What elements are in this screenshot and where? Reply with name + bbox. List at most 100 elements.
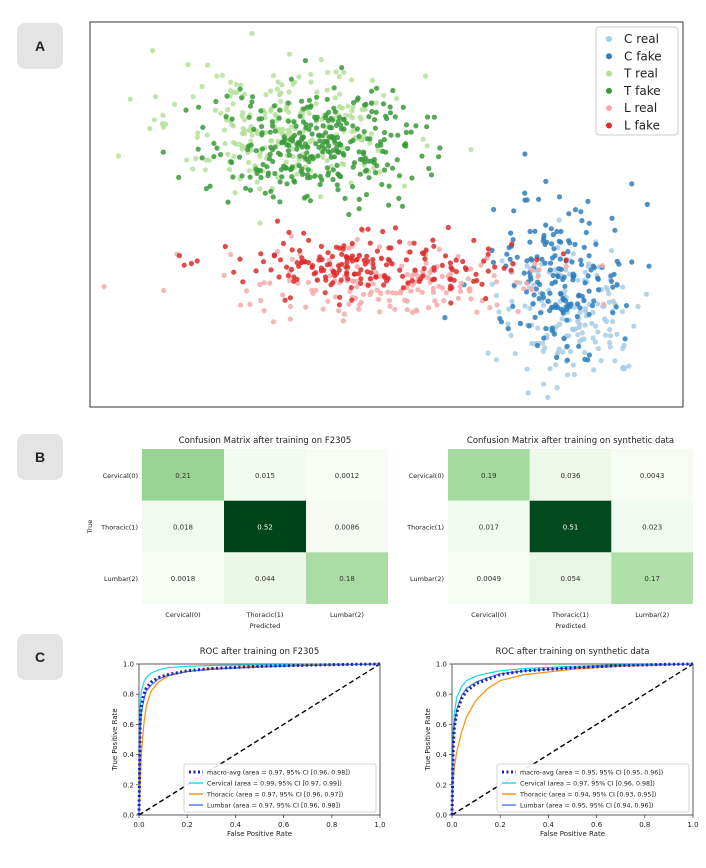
scatter-point-c-fake bbox=[532, 314, 538, 320]
scatter-point-c-fake bbox=[567, 304, 573, 310]
scatter-point-c-real bbox=[607, 340, 613, 346]
scatter-point-t-fake bbox=[297, 153, 303, 159]
scatter-point-c-fake bbox=[581, 298, 587, 304]
scatter-point-t-real bbox=[288, 124, 294, 130]
scatter-point-l-fake bbox=[260, 259, 267, 265]
scatter-point-t-fake bbox=[363, 101, 369, 107]
scatter-point-c-fake bbox=[548, 226, 554, 232]
cm-cell bbox=[224, 552, 306, 604]
roc-chance-line bbox=[138, 663, 381, 816]
scatter-point-l-fake bbox=[332, 272, 338, 279]
scatter-point-c-fake bbox=[575, 293, 582, 299]
roc-curve-lumbar bbox=[138, 663, 381, 816]
cm-row-label: Cervical(0) bbox=[103, 472, 138, 480]
scatter-point-l-real bbox=[434, 302, 440, 308]
scatter-point-t-real bbox=[369, 77, 375, 83]
scatter-point-l-real bbox=[491, 273, 497, 279]
scatter-point-l-real bbox=[275, 248, 281, 255]
scatter-point-l-fake bbox=[501, 265, 507, 271]
scatter-point-l-real bbox=[468, 296, 474, 302]
scatter-point-t-fake bbox=[272, 170, 278, 177]
scatter-point-l-real bbox=[414, 308, 420, 314]
scatter-point-t-fake bbox=[239, 95, 245, 101]
scatter-point-t-real bbox=[268, 138, 274, 144]
scatter-point-l-real bbox=[313, 287, 319, 293]
scatter-point-t-fake bbox=[253, 148, 259, 154]
scatter-point-t-fake bbox=[289, 174, 295, 180]
scatter-point-t-fake bbox=[388, 132, 394, 138]
scatter-point-t-fake bbox=[299, 166, 305, 172]
scatter-point-c-real bbox=[579, 337, 585, 343]
cm-title: Confusion Matrix after training on F2305 bbox=[179, 436, 352, 446]
scatter-point-t-real bbox=[307, 139, 313, 145]
scatter-point-c-real bbox=[505, 321, 511, 327]
scatter-points bbox=[101, 30, 652, 400]
scatter-point-t-fake bbox=[299, 98, 305, 104]
scatter-point-t-real bbox=[150, 48, 156, 54]
roc-legend-label: Lumbar (area = 0.95, 95% CI [0.94, 0.96]… bbox=[520, 803, 653, 810]
scatter-point-l-real bbox=[441, 298, 447, 304]
scatter-point-c-fake bbox=[593, 241, 599, 247]
scatter-point-t-fake bbox=[366, 114, 372, 120]
roc-curve-thoracic bbox=[138, 663, 381, 816]
scatter-point-l-real bbox=[289, 256, 295, 262]
scatter-point-t-real bbox=[276, 92, 283, 98]
scatter-point-t-real bbox=[339, 161, 345, 167]
scatter-point-l-fake bbox=[407, 249, 413, 255]
scatter-point-t-fake bbox=[335, 187, 341, 193]
roc-curve-macro-avg bbox=[450, 662, 694, 816]
scatter-point-t-fake bbox=[251, 126, 257, 132]
scatter-point-c-fake bbox=[530, 301, 536, 307]
scatter-point-c-real bbox=[582, 322, 588, 328]
scatter-point-t-fake bbox=[230, 174, 236, 180]
scatter-point-l-fake bbox=[508, 267, 514, 273]
scatter-point-t-real bbox=[233, 90, 239, 96]
scatter-point-c-real bbox=[593, 323, 599, 329]
scatter-point-l-fake bbox=[380, 228, 386, 235]
scatter-point-t-fake bbox=[277, 179, 283, 185]
scatter-point-l-fake bbox=[339, 251, 345, 257]
scatter-point-c-real bbox=[559, 316, 565, 322]
scatter-point-c-real bbox=[525, 390, 531, 396]
scatter-point-t-fake bbox=[389, 165, 396, 171]
scatter-point-t-fake bbox=[342, 195, 348, 201]
scatter-point-l-fake bbox=[330, 280, 336, 286]
scatter-point-l-real bbox=[474, 309, 480, 315]
scatter-point-t-real bbox=[333, 69, 339, 75]
scatter-point-t-fake bbox=[327, 149, 333, 156]
scatter-point-c-real bbox=[540, 348, 546, 354]
scatter-point-c-fake bbox=[575, 301, 581, 307]
scatter-point-t-fake bbox=[269, 119, 275, 125]
scatter-point-c-fake bbox=[491, 206, 497, 213]
scatter-point-t-fake bbox=[305, 175, 311, 181]
scatter-point-c-fake bbox=[541, 232, 547, 239]
scatter-point-l-fake bbox=[471, 278, 477, 284]
scatter-point-t-fake bbox=[436, 154, 442, 160]
scatter-point-t-real bbox=[225, 106, 231, 113]
scatter-point-l-real bbox=[494, 302, 500, 308]
scatter-point-t-real bbox=[277, 98, 284, 104]
scatter-point-t-real bbox=[296, 74, 302, 80]
scatter-point-t-fake bbox=[377, 139, 384, 145]
scatter-point-c-fake bbox=[558, 291, 564, 297]
scatter-point-t-real bbox=[246, 168, 252, 174]
scatter-point-l-fake bbox=[352, 271, 358, 277]
scatter-point-l-fake bbox=[397, 239, 403, 245]
roc-legend-label: Cervical (area = 0.97, 95% CI [0.96, 0.9… bbox=[520, 781, 655, 788]
scatter-point-t-fake bbox=[276, 115, 282, 121]
scatter-point-t-fake bbox=[291, 119, 297, 125]
scatter-point-c-fake bbox=[566, 211, 572, 217]
scatter-point-l-fake bbox=[306, 237, 312, 243]
cm-xlabel: Predicted bbox=[555, 622, 586, 630]
scatter-point-t-fake bbox=[246, 114, 252, 120]
scatter-point-c-fake bbox=[586, 311, 592, 318]
roc-ytick-label: 0.0 bbox=[123, 812, 134, 820]
scatter-point-t-real bbox=[127, 96, 133, 102]
scatter-point-l-fake bbox=[448, 300, 454, 306]
scatter-point-t-real bbox=[255, 131, 261, 137]
scatter-point-t-fake bbox=[195, 146, 201, 152]
scatter-point-c-real bbox=[570, 251, 576, 257]
scatter-point-l-fake bbox=[463, 266, 469, 273]
scatter-point-l-real bbox=[238, 302, 244, 308]
scatter-point-t-real bbox=[199, 83, 205, 90]
